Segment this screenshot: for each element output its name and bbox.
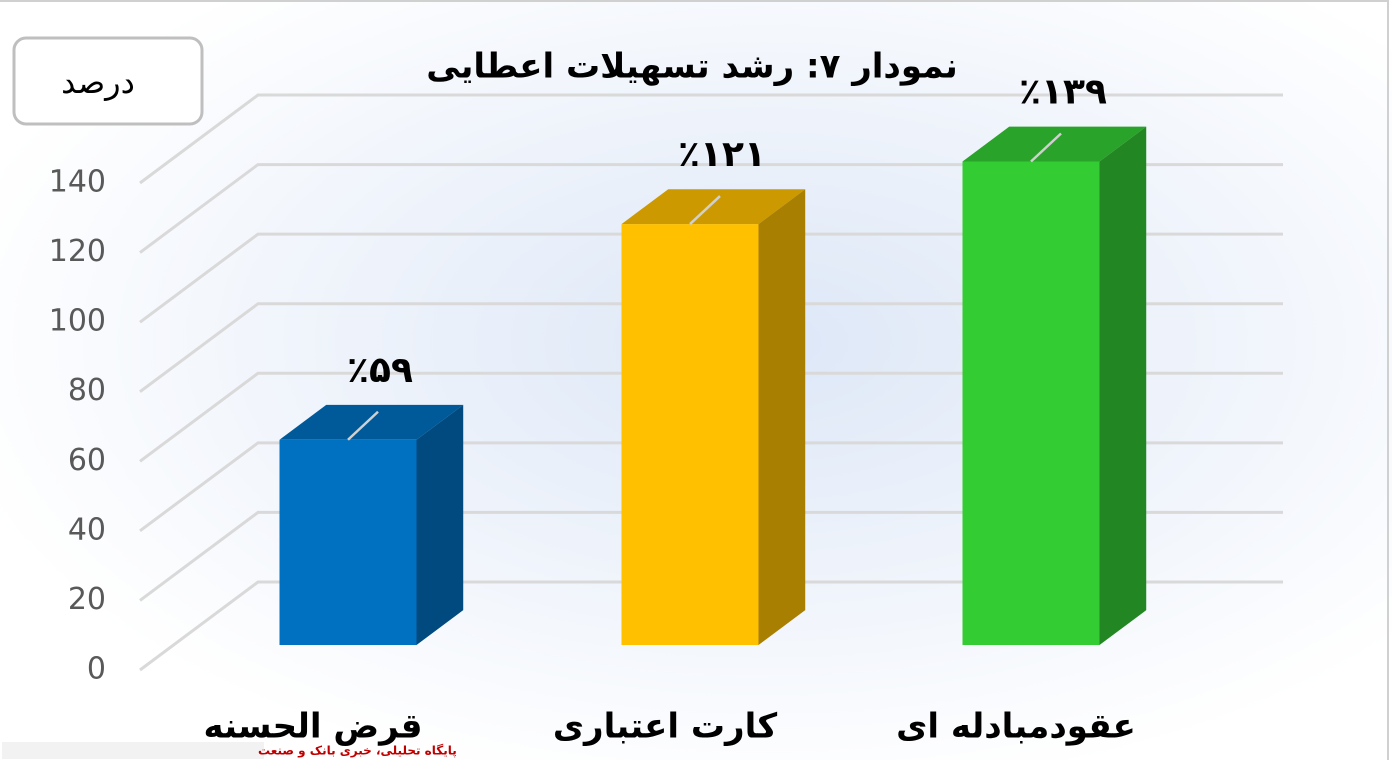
grid-line [139,302,1283,393]
bar-side [416,404,464,646]
y-tick-label: 100 [49,304,106,339]
y-label-box [12,36,204,126]
plot: 0 20 40 60 80 100 120 140 ٪۵۹ قرض الحسنه ٪۱۲۱ کارت … [49,71,1283,747]
bar-front [962,161,1100,646]
data-label: ٪۵۹ [347,350,413,391]
y-tick-label: 140 [49,165,106,200]
watermark: پایگاه تحلیلی، خبری بانک و صنعت [258,744,457,759]
grid-line [139,580,1283,672]
y-tick-label: 60 [68,443,106,478]
grid-line [139,163,1283,254]
y-tick-label: 20 [68,582,106,617]
data-label: ٪۱۳۹ [1019,71,1107,112]
bar [279,404,464,646]
bar [621,189,806,646]
bar-top [621,189,806,225]
y-tick-label: 80 [68,373,106,408]
watermark-box [2,742,264,759]
grid-line [139,441,1283,533]
y-axis-label: درصد [61,63,135,101]
grid-line [139,232,1283,324]
y-tick-label: 40 [68,512,106,547]
bar-side [758,189,806,646]
y-tick-label: 120 [49,234,106,269]
x-tick-label: کارت اعتباری [553,707,777,747]
grid-line [139,93,1283,185]
bar-top [279,404,464,440]
bar-front [621,224,759,646]
x-tick-label: قرض الحسنه [203,707,422,747]
bar-top [962,126,1147,162]
bar-front [279,439,417,646]
y-tick-label: 0 [87,652,106,687]
leader-line [1030,132,1062,163]
leader-line [689,195,721,226]
data-label: ٪۱۲۱ [678,134,766,175]
x-tick-label: عقودمبادله ای [896,707,1136,747]
bar-side [1099,126,1147,646]
grid-line [139,510,1283,602]
leader-line [347,410,379,441]
grid-line [139,371,1283,463]
bar [962,126,1147,646]
chart-title: نمودار ۷: رشد تسهیلات اعطایی [426,47,958,87]
